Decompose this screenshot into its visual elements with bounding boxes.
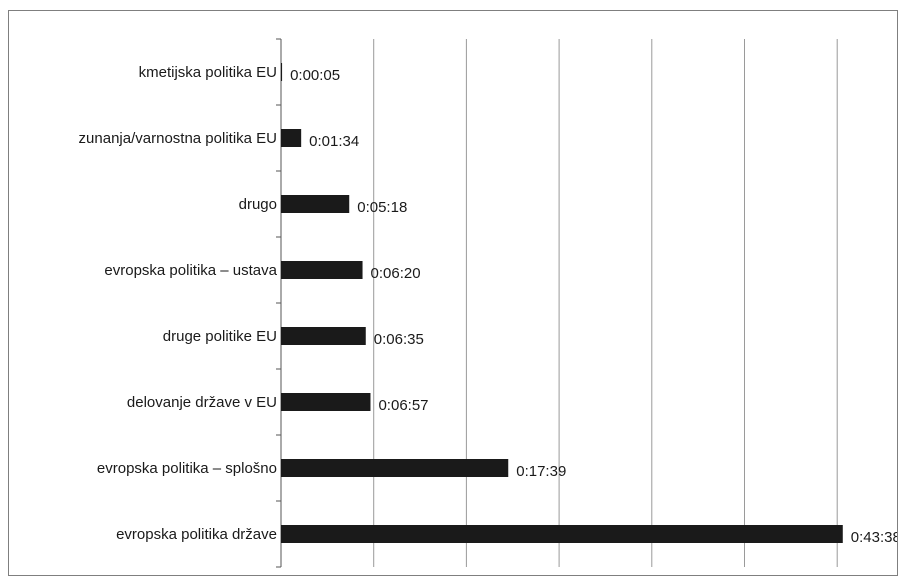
value-label: 0:17:39 (516, 463, 566, 480)
bar-5 (281, 393, 371, 411)
category-label: kmetijska politika EU (139, 64, 277, 81)
category-labels: kmetijska politika EU zunanja/varnostna p… (79, 64, 278, 543)
bar-7 (281, 525, 843, 543)
bar-chart: kmetijska politika EU zunanja/varnostna p… (79, 38, 897, 568)
category-label: evropska politika – ustava (104, 262, 277, 279)
bar-0 (281, 63, 283, 81)
value-label: 0:06:57 (378, 397, 428, 414)
value-label: 0:05:18 (357, 199, 407, 216)
value-label: 0:00:05 (290, 67, 340, 84)
bar-2 (281, 195, 350, 213)
category-label: drugo (239, 196, 277, 213)
category-label: evropska politika – splošno (97, 460, 277, 477)
value-label: 0:06:35 (374, 331, 424, 348)
bar-4 (281, 327, 366, 345)
bar-1 (281, 129, 302, 147)
category-label: druge politike EU (163, 328, 277, 345)
bars (281, 63, 843, 543)
value-label: 0:43:38 (851, 529, 897, 546)
value-labels: 0:00:05 0:01:34 0:05:18 0:06:20 0:06:35 0:06:… (290, 67, 897, 546)
value-label: 0:01:34 (309, 133, 359, 150)
value-label: 0:06:20 (371, 265, 421, 282)
category-label: delovanje države v EU (127, 394, 277, 411)
category-axis (276, 38, 282, 568)
chart-frame: kmetijska politika EU zunanja/varnostna p… (8, 10, 898, 576)
category-label: zunanja/varnostna politika EU (79, 130, 277, 147)
category-label: evropska politika države (116, 526, 277, 543)
bar-6 (281, 459, 509, 477)
bar-3 (281, 261, 363, 279)
gridlines (373, 39, 838, 567)
